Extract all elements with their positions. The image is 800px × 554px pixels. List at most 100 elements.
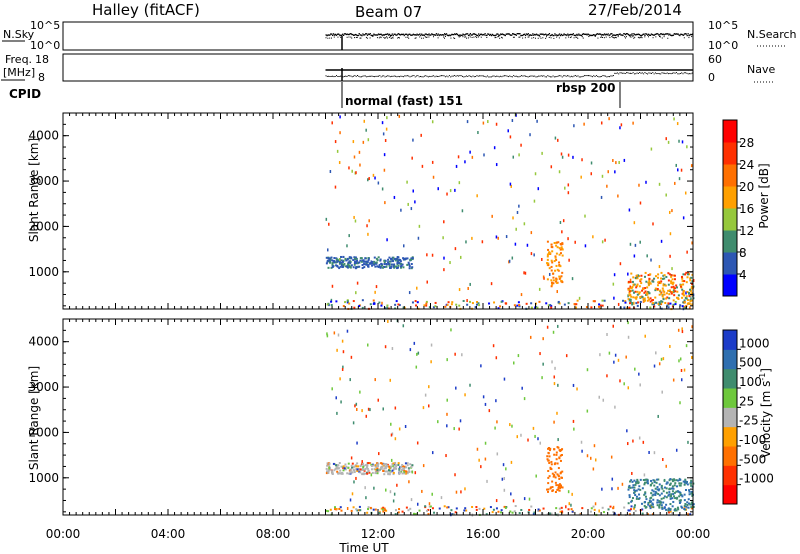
nave-point bbox=[643, 73, 645, 75]
echo-point bbox=[613, 360, 615, 364]
echo-point bbox=[446, 303, 449, 306]
nsky-point bbox=[500, 33, 502, 35]
echo-point bbox=[555, 252, 558, 255]
echo-point bbox=[336, 260, 339, 263]
echo-point bbox=[394, 509, 397, 512]
nsky-point bbox=[670, 34, 672, 36]
nsky-point bbox=[598, 33, 600, 35]
echo-point bbox=[386, 304, 389, 307]
echo-point bbox=[657, 489, 660, 492]
nsky-point bbox=[497, 33, 499, 35]
echo-point bbox=[534, 306, 536, 310]
nave-point bbox=[559, 75, 561, 77]
echo-point bbox=[629, 289, 632, 292]
colorbar-swatch bbox=[723, 230, 737, 253]
nave-point bbox=[425, 75, 427, 77]
echo-point bbox=[653, 479, 656, 482]
nave-point bbox=[567, 75, 568, 77]
echo-point bbox=[467, 286, 469, 290]
colorbar-swatch bbox=[723, 426, 737, 447]
echo-point bbox=[682, 283, 685, 286]
echo-point bbox=[393, 467, 396, 470]
nsky-point bbox=[358, 33, 360, 35]
nave-point bbox=[654, 72, 656, 74]
echo-point bbox=[505, 302, 508, 305]
echo-point bbox=[548, 252, 551, 255]
echo-point bbox=[672, 493, 675, 496]
nave-point bbox=[660, 73, 662, 75]
nsky-point bbox=[515, 34, 517, 36]
nave-point bbox=[526, 75, 528, 77]
echo-point bbox=[546, 253, 549, 256]
nsearch-point bbox=[527, 36, 529, 38]
echo-point bbox=[665, 297, 668, 300]
nave-point bbox=[420, 75, 421, 77]
echo-point bbox=[557, 467, 560, 470]
echo-point bbox=[331, 470, 334, 473]
nsky-point bbox=[488, 33, 490, 35]
echo-point bbox=[532, 512, 535, 515]
echo-point bbox=[477, 302, 480, 305]
nsky-point bbox=[456, 33, 459, 36]
echo-point bbox=[356, 509, 359, 512]
echo-point bbox=[643, 473, 646, 477]
echo-point bbox=[325, 256, 328, 259]
echo-point bbox=[548, 475, 551, 478]
echo-point bbox=[377, 468, 380, 471]
echo-point bbox=[503, 488, 506, 492]
nsky-point bbox=[461, 34, 463, 37]
velocity-ylabel: Slant Range [km] bbox=[27, 366, 41, 470]
echo-point bbox=[357, 467, 360, 470]
colorbar-tick-label: 12 bbox=[739, 224, 754, 238]
nsky-point bbox=[377, 33, 380, 35]
echo-point bbox=[648, 279, 651, 282]
echo-point bbox=[545, 302, 548, 305]
echo-point bbox=[367, 407, 370, 411]
echo-point bbox=[657, 492, 660, 495]
nsky-point bbox=[523, 33, 526, 35]
echo-point bbox=[346, 299, 349, 302]
echo-point bbox=[601, 487, 603, 491]
nsky-point bbox=[606, 34, 608, 36]
echo-point bbox=[555, 244, 558, 247]
nave-point bbox=[376, 75, 378, 77]
echo-point bbox=[686, 250, 688, 254]
nave-point bbox=[418, 76, 420, 78]
echo-point bbox=[550, 165, 553, 169]
echo-point bbox=[337, 333, 340, 337]
echo-point bbox=[638, 436, 641, 440]
echo-point bbox=[391, 347, 394, 351]
nsearch-point bbox=[533, 37, 535, 39]
nsearch-point bbox=[629, 36, 631, 38]
echo-point bbox=[336, 149, 339, 153]
echo-point bbox=[691, 355, 693, 359]
echo-point bbox=[333, 257, 336, 260]
echo-point bbox=[340, 509, 343, 512]
colorbar-tick-label: -1000 bbox=[739, 472, 774, 486]
nsky-point bbox=[431, 33, 433, 35]
echo-point bbox=[637, 488, 640, 491]
nsearch-point bbox=[542, 37, 544, 39]
echo-point bbox=[454, 188, 456, 192]
echo-point bbox=[643, 493, 646, 496]
echo-point bbox=[665, 503, 668, 506]
echo-point bbox=[671, 209, 673, 213]
echo-point bbox=[649, 273, 652, 276]
nsky-point bbox=[584, 33, 586, 36]
echo-point bbox=[658, 483, 661, 486]
nave-point bbox=[326, 75, 328, 77]
echo-point bbox=[383, 261, 386, 264]
echo-point bbox=[409, 463, 412, 466]
nave-tick-low: 0 bbox=[708, 71, 715, 84]
echo-point bbox=[631, 285, 634, 288]
echo-point bbox=[357, 465, 360, 468]
nsky-point bbox=[372, 34, 374, 37]
nsky-point bbox=[385, 33, 387, 35]
freq-series bbox=[325, 69, 693, 78]
echo-point bbox=[689, 513, 692, 516]
echo-point bbox=[346, 258, 349, 261]
echo-point bbox=[356, 281, 359, 285]
echo-point bbox=[653, 305, 656, 308]
echo-point bbox=[557, 269, 560, 272]
nsearch-point bbox=[473, 36, 475, 38]
